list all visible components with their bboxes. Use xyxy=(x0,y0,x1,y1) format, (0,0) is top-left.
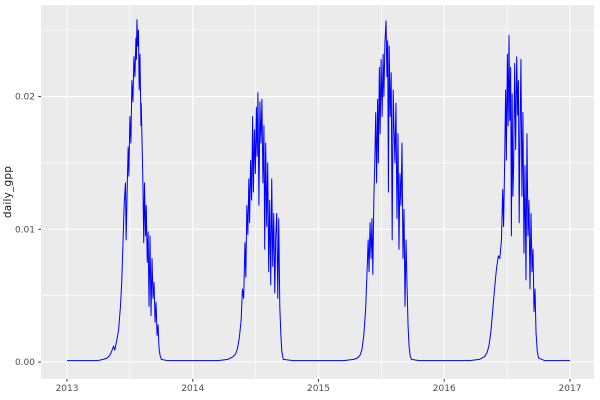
y-axis-title: daily_gpp xyxy=(2,165,14,219)
gpp-line-series xyxy=(67,19,570,362)
x-tick-label: 2015 xyxy=(307,384,330,394)
x-tick-label: 2013 xyxy=(56,384,79,394)
y-tick-label: 0.00 xyxy=(15,358,35,368)
plot-panel xyxy=(41,5,594,379)
y-tick-label: 0.01 xyxy=(15,225,35,235)
x-tick-label: 2014 xyxy=(181,384,204,394)
y-tick-label: 0.02 xyxy=(15,93,35,103)
x-tick-label: 2017 xyxy=(559,384,582,394)
x-tick-label: 2016 xyxy=(433,384,456,394)
